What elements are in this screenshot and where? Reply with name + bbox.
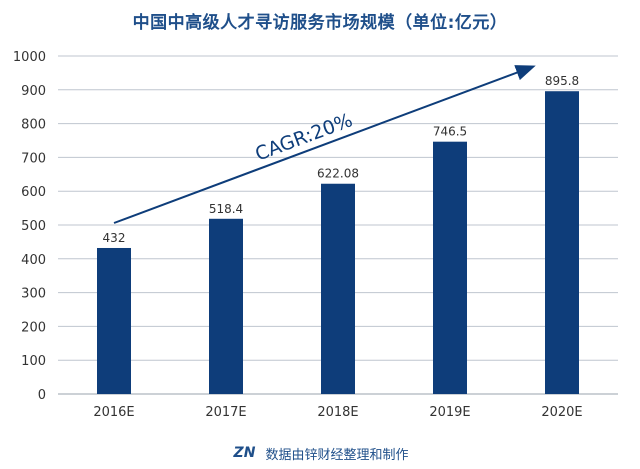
- y-tick-label: 0: [38, 388, 46, 403]
- y-tick-label: 800: [21, 118, 46, 133]
- bar-2020E: [545, 91, 579, 394]
- y-tick-label: 100: [21, 354, 46, 369]
- y-tick-label: 500: [21, 219, 46, 234]
- data-label: 432: [103, 231, 126, 245]
- bar-2016E: [97, 247, 131, 394]
- x-tick-label: 2019E: [429, 405, 470, 420]
- chart-title: 中国中高级人才寻访服务市场规模（单位:亿元）: [132, 13, 508, 33]
- y-tick-label: 200: [21, 320, 46, 335]
- x-tick-label: 2020E: [541, 405, 582, 420]
- brand-logo: ZN: [233, 445, 256, 461]
- y-tick-label: 400: [21, 253, 46, 268]
- bar-2019E: [433, 141, 467, 394]
- data-label: 895.8: [545, 74, 579, 88]
- bar-2018E: [321, 183, 355, 394]
- y-tick-label: 900: [21, 84, 46, 99]
- y-tick-label: 600: [21, 185, 46, 200]
- bar-chart: 0 100 200 300 400 500 600 700 800 900 1000 432 2016E…: [13, 50, 618, 420]
- y-tick-label: 1000: [13, 50, 46, 65]
- x-tick-label: 2016E: [93, 405, 134, 420]
- source-footer: ZN 数据由锌财经整理和制作: [0, 440, 640, 466]
- cagr-trend-arrow: [113, 65, 536, 224]
- y-tick-label: 700: [21, 151, 46, 166]
- data-label: 622.08: [317, 167, 359, 181]
- data-label: 746.5: [433, 125, 467, 139]
- x-tick-label: 2017E: [205, 405, 246, 420]
- bar-2017E: [209, 218, 243, 394]
- data-label: 518.4: [209, 202, 243, 216]
- source-note: 数据由锌财经整理和制作: [265, 447, 409, 463]
- x-tick-label: 2018E: [317, 405, 358, 420]
- y-tick-label: 300: [21, 287, 46, 302]
